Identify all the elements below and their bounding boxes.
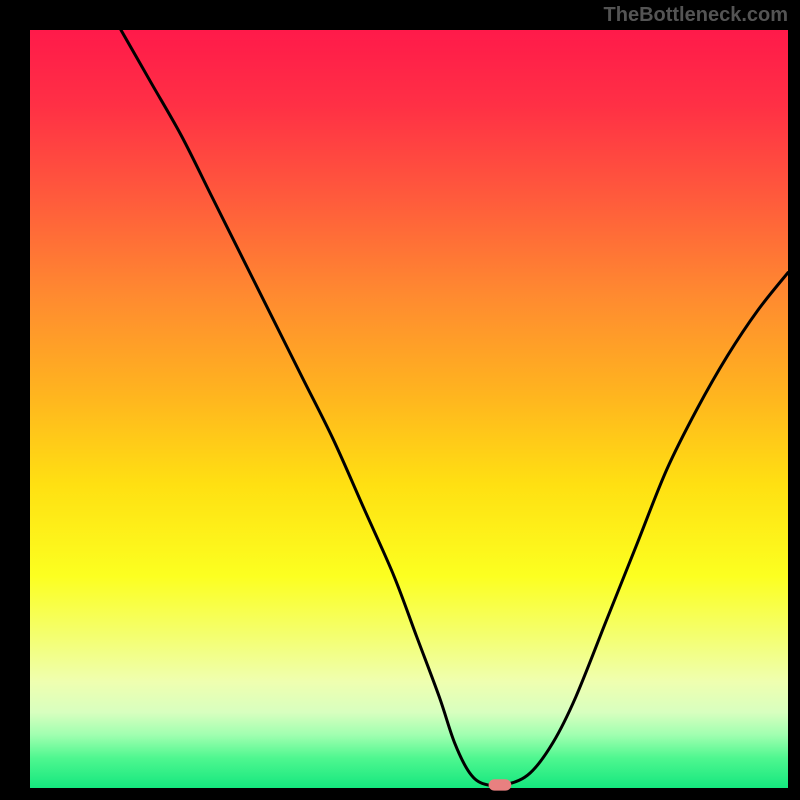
watermark-text: TheBottleneck.com xyxy=(604,4,788,27)
gradient-background xyxy=(30,30,788,788)
bottleneck-chart xyxy=(0,0,800,800)
chart-container: TheBottleneck.com xyxy=(0,0,800,800)
optimal-point-marker xyxy=(489,779,512,790)
